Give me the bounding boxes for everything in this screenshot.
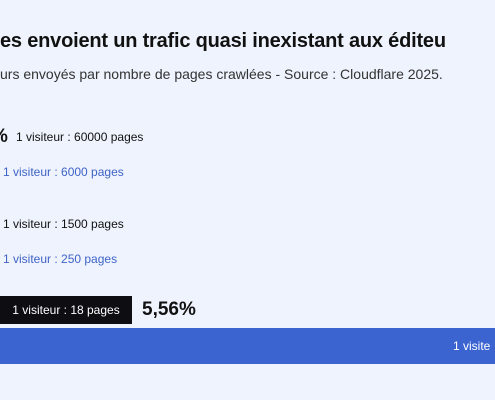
bar-row-5: 1 visiteur : 18 pages 5,56% xyxy=(0,296,196,324)
chart-subtitle: urs envoyés par nombre de pages crawlées… xyxy=(0,66,443,82)
bar-6: 1 visite xyxy=(0,328,495,364)
bar-5-label: 1 visiteur : 18 pages xyxy=(12,303,120,317)
bar-row-3: 1 visiteur : 1500 pages xyxy=(0,210,124,238)
bar-row-2: 1 visiteur : 6000 pages xyxy=(0,158,124,186)
bar-6-label: 1 visite xyxy=(453,339,491,353)
bar-5-percent-label: 5,56% xyxy=(142,299,196,320)
chart-title: es envoient un trafic quasi inexistant a… xyxy=(0,30,446,52)
bar-4-label: 1 visiteur : 250 pages xyxy=(3,252,118,266)
bar-2-label: 1 visiteur : 6000 pages xyxy=(3,165,124,179)
bar-3-label: 1 visiteur : 1500 pages xyxy=(3,217,124,231)
bar-row-4: 1 visiteur : 250 pages xyxy=(0,245,117,273)
bar-row-1: % 1 visiteur : 60000 pages xyxy=(0,123,143,151)
bar-5: 1 visiteur : 18 pages xyxy=(0,296,132,324)
bar-1-percent-label: % xyxy=(0,126,8,148)
bar-1-label: 1 visiteur : 60000 pages xyxy=(16,130,144,144)
